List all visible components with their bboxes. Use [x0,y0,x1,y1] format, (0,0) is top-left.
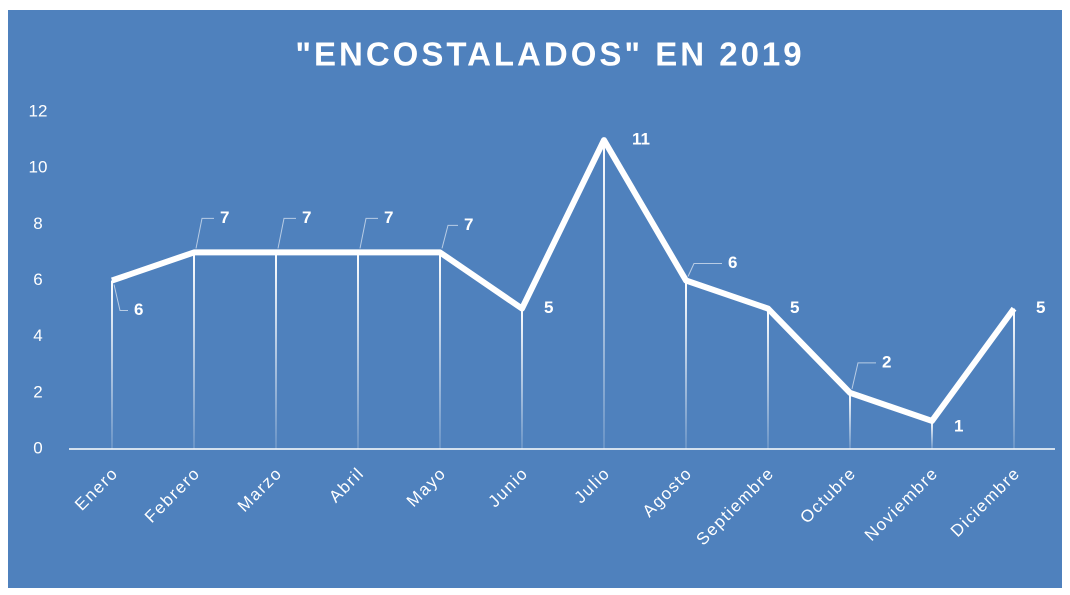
drop-line [1013,308,1015,449]
y-tick-label: 0 [33,438,42,457]
y-tick-label: 10 [29,158,48,177]
y-tick-label: 2 [33,382,42,401]
y-tick-label: 4 [33,326,42,345]
drop-line [603,140,605,450]
leader-line [687,263,722,277]
data-label: 11 [632,130,650,149]
data-label: 6 [134,300,143,319]
data-label: 5 [1036,298,1045,317]
drop-line [439,252,441,449]
data-label: 6 [728,253,737,272]
drop-line [685,280,687,449]
leader-line [277,217,296,249]
data-label: 1 [954,416,963,435]
data-label: 7 [384,208,393,227]
drop-line [111,280,113,449]
y-tick-label: 12 [29,101,48,120]
leader-line [113,284,128,311]
drop-line [275,252,277,449]
leader-line [359,217,378,249]
y-tick-label: 8 [33,214,42,233]
drop-line [193,252,195,449]
drop-line [767,308,769,449]
chart-background [8,10,1062,588]
y-tick-label: 6 [33,270,42,289]
data-label: 7 [220,208,229,227]
leader-line [851,362,876,389]
line-series [111,137,1017,424]
leader-line [195,217,214,249]
leader-line [441,224,458,249]
chart-title: "ENCOSTALADOS" EN 2019 [295,36,804,73]
data-label: 5 [790,298,799,317]
drop-line [521,308,523,449]
data-label: 7 [302,208,311,227]
drop-line [849,392,851,449]
data-label: 2 [882,352,891,371]
drop-line [357,252,359,449]
drop-line [931,420,933,449]
data-label: 7 [464,215,473,234]
data-label: 5 [544,298,553,317]
